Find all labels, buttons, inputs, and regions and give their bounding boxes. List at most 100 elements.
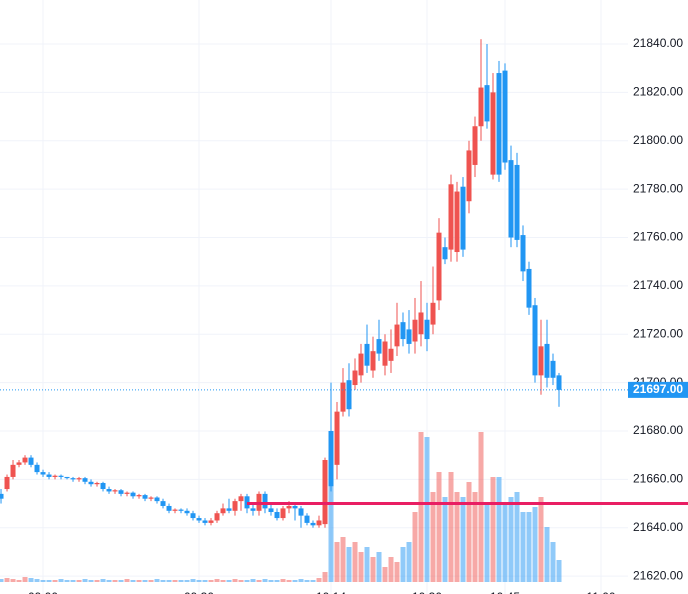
volume-bar (526, 512, 532, 582)
volume-bar (400, 547, 406, 582)
candle-body (322, 460, 328, 525)
volume-bar (178, 580, 184, 582)
candle-body (292, 505, 298, 509)
volume-bar (538, 497, 544, 582)
volume-bar (46, 580, 52, 582)
last-price-box (628, 381, 688, 398)
candle-body (16, 462, 22, 465)
candle-body (364, 343, 370, 366)
volume-bar (28, 578, 34, 582)
volume-bar (430, 492, 436, 582)
volume-bar (154, 579, 160, 582)
candle-body (154, 497, 160, 502)
volume-bar (40, 580, 46, 582)
y-tick-label: 21740.00 (633, 278, 683, 292)
candle-body (46, 474, 52, 477)
volume-bar (100, 579, 106, 582)
candle-body (100, 482, 106, 490)
volume-bar (76, 580, 82, 582)
candle-body (202, 520, 208, 523)
candle-body (406, 329, 412, 344)
candle-body (220, 508, 226, 514)
candle-body (304, 515, 310, 523)
candle-body (550, 360, 556, 378)
candle-body (370, 351, 376, 371)
candle-body (106, 489, 112, 492)
candle-body (184, 510, 190, 514)
volume-bar (364, 547, 370, 582)
volume-bar (370, 557, 376, 582)
y-tick-label: 21800.00 (633, 133, 683, 147)
candle-body (382, 341, 388, 366)
candle-body (118, 490, 124, 494)
volume-bar (280, 579, 286, 582)
candle-body (328, 430, 334, 487)
volume-bar (70, 580, 76, 582)
candle-body (76, 478, 82, 480)
y-tick-label: 21660.00 (633, 472, 683, 486)
candle-body (358, 353, 364, 376)
candle-body (502, 70, 508, 163)
volume-bar (502, 502, 508, 582)
candle-body (64, 476, 70, 479)
candle-body (226, 508, 232, 511)
volume-bar (376, 552, 382, 582)
volume-bar (508, 497, 514, 582)
candle-body (418, 312, 424, 335)
volume-bar (10, 579, 16, 582)
volume-bar (34, 579, 40, 582)
volume-bar (466, 482, 472, 582)
last-price-label: 21697.00 (633, 382, 683, 396)
volume-bar (256, 580, 262, 582)
volume-bar (58, 579, 64, 582)
candle-body (52, 475, 58, 477)
volume-bar (112, 580, 118, 582)
volume-bar (64, 580, 70, 582)
candle-body (130, 492, 136, 497)
volume-bar (304, 580, 310, 582)
candle-body (484, 85, 490, 122)
volume-bar (382, 567, 388, 582)
candle-body (394, 324, 400, 347)
candle-body (478, 87, 484, 127)
candle-body (340, 382, 346, 412)
candle-body (436, 232, 442, 301)
volume-bar (352, 542, 358, 582)
candle-body (472, 126, 478, 165)
candle-body (448, 184, 454, 250)
volume-bar (514, 492, 520, 582)
volume-bar (418, 432, 424, 582)
candle-body (400, 322, 406, 340)
volume-bar (184, 580, 190, 582)
candle-body (160, 501, 166, 506)
candle-body (298, 508, 304, 516)
candle-body (196, 518, 202, 521)
volume-bar (484, 502, 490, 582)
candle-body (136, 495, 142, 497)
candle-body (274, 512, 280, 519)
candle-body (124, 492, 130, 494)
candle-body (460, 186, 466, 250)
volume-bar (22, 577, 28, 582)
candle-body (466, 150, 472, 202)
candle-body (538, 346, 544, 376)
volume-bar (532, 507, 538, 582)
volume-bar (412, 512, 418, 582)
x-tick-label: 10:30 (412, 590, 442, 594)
volume-bar (310, 580, 316, 582)
x-tick-label: 11:00 (586, 590, 615, 594)
volume-bar (454, 492, 460, 582)
volume-bar (160, 580, 166, 582)
x-tick-label: 09:00 (28, 590, 58, 594)
volume-bar (556, 560, 562, 582)
candle-body (430, 302, 436, 325)
candle-body (268, 508, 274, 513)
volume-bar (214, 579, 220, 582)
volume-bar (124, 579, 130, 582)
volume-bar (550, 542, 556, 582)
volume-bar (286, 580, 292, 582)
volume-bar (520, 512, 526, 582)
candle-body (346, 380, 352, 410)
x-tick-label: 09:30 (184, 590, 214, 594)
